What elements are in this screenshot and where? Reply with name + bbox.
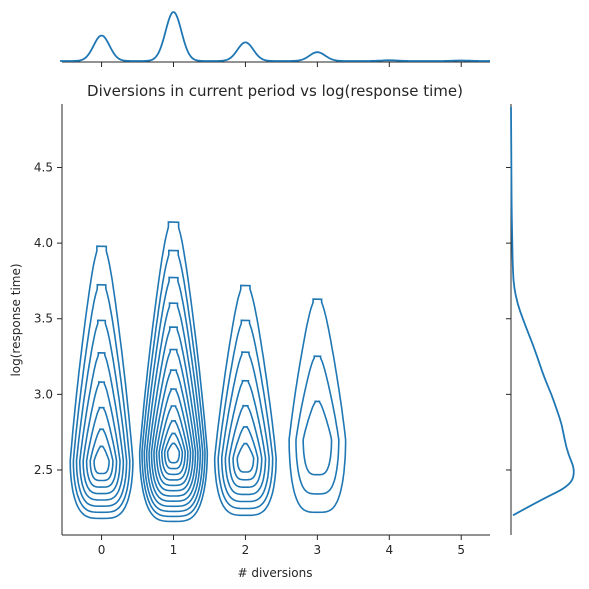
- y-marginal-density-curve: [510, 106, 575, 517]
- y-tick-label: 4.0: [34, 236, 53, 250]
- kde-contour-x0-level-1: [69, 245, 134, 520]
- x-tick-label: 3: [314, 543, 322, 557]
- kde-contour-x1-level-8: [155, 388, 192, 487]
- kde-contour-x1-level-11: [163, 432, 184, 470]
- kde-contour-x0-level-3: [75, 319, 128, 508]
- kde-contour-x2-level-5: [228, 404, 263, 488]
- kde-contour-x0-level-5: [82, 381, 121, 495]
- kde-contour-x1-level-2: [141, 249, 206, 518]
- kde-contour-x1-level-3: [143, 276, 204, 513]
- x-tick-label: 4: [385, 543, 393, 557]
- kde-contour-x1-level-5: [148, 326, 199, 503]
- kde-contour-x3-level-2: [295, 355, 340, 495]
- x-tick-label: 1: [170, 543, 178, 557]
- y-tick-label: 3.5: [34, 312, 53, 326]
- chart-title: Diversions in current period vs log(resp…: [87, 82, 463, 100]
- x-tick-label: 0: [98, 543, 106, 557]
- x-marginal-density-plot: [60, 11, 490, 67]
- kde-contour-x2-level-6: [232, 426, 259, 481]
- kde-contour-x0-level-4: [79, 351, 125, 501]
- main-kde-plot: 0 1 2 3 4 5 2.5 3.0 3.5 4.0 4.5 # diversions log(…: [9, 104, 490, 580]
- kde-contour-x2-level-7: [236, 442, 255, 473]
- x-marginal-density-curve: [60, 11, 490, 62]
- x-tick-label: 2: [242, 543, 250, 557]
- kde-contour-x1-level-7: [153, 369, 194, 492]
- y-marginal-density-plot: [506, 104, 575, 535]
- kde-contour-x1-level-10: [161, 420, 187, 476]
- kde-contour-x2-level-3: [220, 351, 270, 503]
- x-axis-label: # diversions: [237, 566, 312, 580]
- x-tick-label: 5: [457, 543, 465, 557]
- y-tick-label: 4.5: [34, 161, 53, 175]
- kde-contour-x1-level-9: [158, 405, 189, 481]
- y-axis-label: log(response time): [9, 263, 23, 376]
- kde-contour-x1-level-12: [166, 442, 181, 464]
- kde-contour-x1-level-6: [150, 348, 197, 497]
- kde-contour-x1-level-1: [138, 221, 209, 523]
- kde-contour-x2-level-4: [224, 379, 267, 496]
- kde-contour-x0-level-8: [93, 445, 110, 475]
- kde-contour-x2-level-2: [217, 319, 274, 510]
- kde-contour-x2-level-1: [213, 284, 277, 517]
- y-tick-label: 3.0: [34, 387, 53, 401]
- kde-contour-x3-level-1: [288, 298, 347, 514]
- kde-contour-x0-level-2: [72, 283, 131, 514]
- kde-contour-x0-level-6: [85, 406, 118, 488]
- kde-contour-x0-level-7: [89, 428, 114, 482]
- kde-contour-x1-level-4: [145, 302, 202, 508]
- y-tick-label: 2.5: [34, 463, 53, 477]
- kde-contour-x3-level-3: [302, 400, 333, 476]
